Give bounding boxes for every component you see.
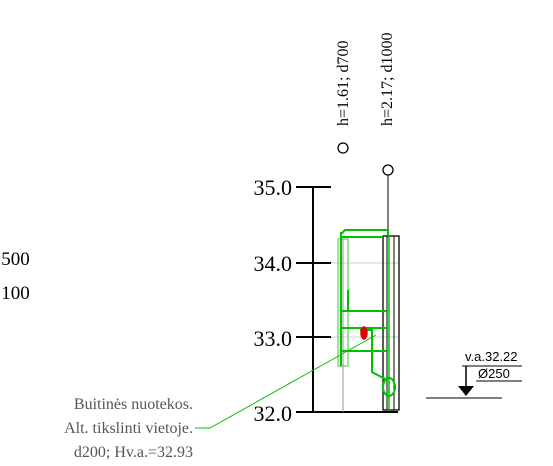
well-2: [382, 235, 400, 411]
axis-ticks: [296, 186, 398, 413]
well-1: [337, 232, 349, 412]
marker-elevation-label: v.a.32.22: [465, 349, 518, 364]
well-2-circle-icon: [382, 164, 394, 176]
connection-marker-icon: [360, 326, 368, 340]
scale-label-100: :100: [0, 283, 30, 304]
elevation-marker: [426, 365, 522, 399]
tick-label-35: 35.0: [254, 175, 293, 200]
tick-label-34: 34.0: [254, 251, 293, 276]
pipe-outlet-icon: [382, 377, 396, 397]
well-label-2: h=2.17; d1000: [379, 33, 396, 126]
note-line-1: Buitinės nuotekos.: [74, 396, 193, 413]
tick-label-33: 33.0: [254, 326, 293, 351]
note-line-2: Alt. tikslinti vietoje.: [64, 420, 193, 437]
marker-diameter-label: Ø250: [478, 366, 510, 381]
note-leader-line: [195, 334, 377, 429]
well-label-1: h=1.61; d700: [335, 41, 352, 126]
gridlines: [313, 262, 398, 338]
tick-label-32: 32.0: [254, 401, 293, 426]
scale-label-500: :500: [0, 249, 30, 270]
well-1-circle-icon: [337, 142, 349, 154]
note-line-3: d200; Hv.a.=32.93: [74, 444, 193, 461]
level-triangle-icon: [458, 386, 474, 396]
